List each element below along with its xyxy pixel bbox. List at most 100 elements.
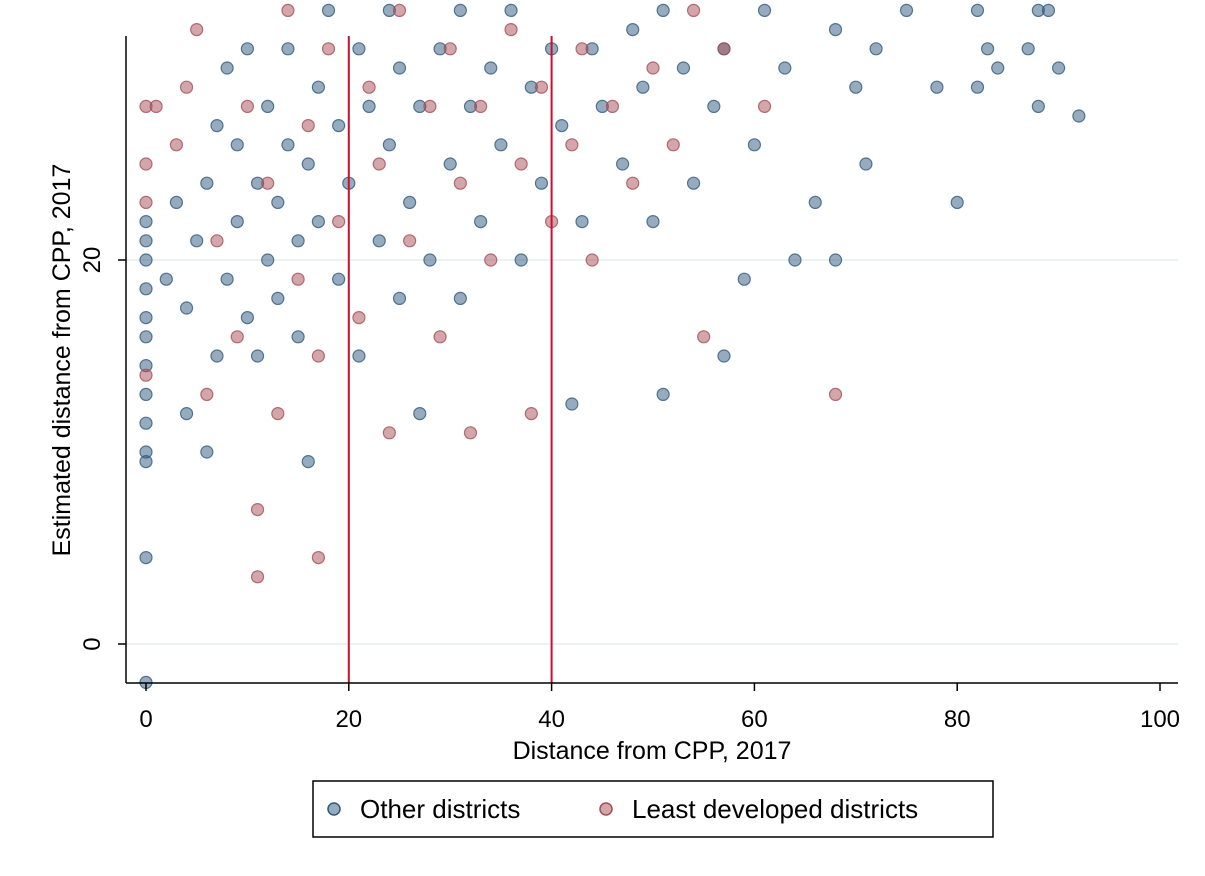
data-point xyxy=(413,407,427,421)
data-point xyxy=(646,215,660,229)
data-point xyxy=(575,42,589,56)
x-tick-label: 20 xyxy=(335,706,362,733)
data-point xyxy=(565,138,579,152)
data-point xyxy=(656,3,670,17)
axes xyxy=(118,36,1178,691)
data-point xyxy=(139,368,153,382)
data-point xyxy=(646,61,660,75)
data-point xyxy=(757,99,772,114)
data-point xyxy=(139,157,153,171)
data-point xyxy=(179,301,194,315)
data-point xyxy=(281,42,295,56)
data-point xyxy=(159,272,173,286)
data-point xyxy=(433,330,447,344)
data-point xyxy=(828,253,843,267)
data-point xyxy=(271,195,285,209)
data-point xyxy=(514,157,528,171)
data-point xyxy=(1051,61,1066,75)
data-point xyxy=(291,330,305,344)
data-point xyxy=(311,80,325,94)
data-point xyxy=(169,138,184,152)
data-point xyxy=(970,80,985,94)
data-point xyxy=(443,157,457,171)
data-point xyxy=(392,291,407,305)
data-point xyxy=(352,349,366,363)
data-point xyxy=(301,157,315,171)
data-point xyxy=(240,311,254,325)
data-point xyxy=(372,234,386,248)
data-point xyxy=(210,118,224,133)
legend-marker-other xyxy=(327,802,341,816)
data-point xyxy=(250,503,265,517)
data-point xyxy=(484,61,498,75)
gridlines xyxy=(126,259,1178,645)
legend-marker-least-developed xyxy=(599,802,613,816)
data-point xyxy=(179,407,194,421)
legend-label-least-developed: Least developed districts xyxy=(632,794,918,824)
data-point xyxy=(504,3,518,17)
data-point xyxy=(230,138,244,152)
x-tick-label: 100 xyxy=(1140,706,1180,733)
data-point xyxy=(524,407,538,421)
data-point xyxy=(271,407,285,421)
y-tick-label: 0 xyxy=(79,637,106,650)
data-point xyxy=(261,253,275,267)
data-point xyxy=(392,61,407,75)
data-point xyxy=(828,387,843,401)
data-point xyxy=(656,387,670,401)
x-tick-label: 0 xyxy=(139,706,152,733)
data-point xyxy=(676,61,691,75)
reference-lines xyxy=(347,36,553,683)
data-point xyxy=(230,215,244,229)
data-point xyxy=(828,23,843,37)
data-point xyxy=(352,311,366,325)
data-point xyxy=(261,99,275,114)
data-point xyxy=(291,272,305,286)
data-point xyxy=(240,99,254,114)
data-point xyxy=(686,176,701,190)
data-point xyxy=(311,349,325,363)
data-point xyxy=(686,3,701,17)
data-point xyxy=(565,397,579,411)
data-point xyxy=(311,215,325,229)
data-point xyxy=(474,215,488,229)
data-point xyxy=(149,99,163,114)
data-point xyxy=(291,234,305,248)
data-point xyxy=(737,272,751,286)
legend: Other districts Least developed district… xyxy=(312,780,994,838)
data-point xyxy=(981,42,995,56)
data-point xyxy=(240,42,254,56)
data-point xyxy=(230,330,244,344)
data-point xyxy=(190,234,204,248)
data-point xyxy=(139,416,153,430)
data-point xyxy=(504,23,518,37)
data-point xyxy=(443,42,457,56)
data-point xyxy=(139,330,153,344)
data-point xyxy=(362,99,376,114)
data-point xyxy=(950,195,964,209)
data-point xyxy=(666,138,680,152)
data-point xyxy=(301,455,315,469)
data-point xyxy=(615,157,630,171)
data-point xyxy=(139,445,153,459)
data-point xyxy=(474,99,488,114)
data-point xyxy=(271,291,285,305)
data-point xyxy=(626,23,640,37)
data-point xyxy=(220,61,234,75)
data-point xyxy=(453,176,467,190)
data-point xyxy=(332,215,346,229)
data-point xyxy=(707,99,721,114)
data-point xyxy=(311,550,325,565)
data-point xyxy=(808,195,822,209)
data-point xyxy=(717,42,731,56)
data-point xyxy=(179,80,194,94)
data-point xyxy=(250,349,265,363)
data-point xyxy=(626,176,640,190)
legend-box xyxy=(312,780,994,838)
data-point xyxy=(139,234,153,248)
data-point xyxy=(169,195,184,209)
data-point xyxy=(200,176,214,190)
data-point xyxy=(200,387,214,401)
data-point xyxy=(382,138,396,152)
